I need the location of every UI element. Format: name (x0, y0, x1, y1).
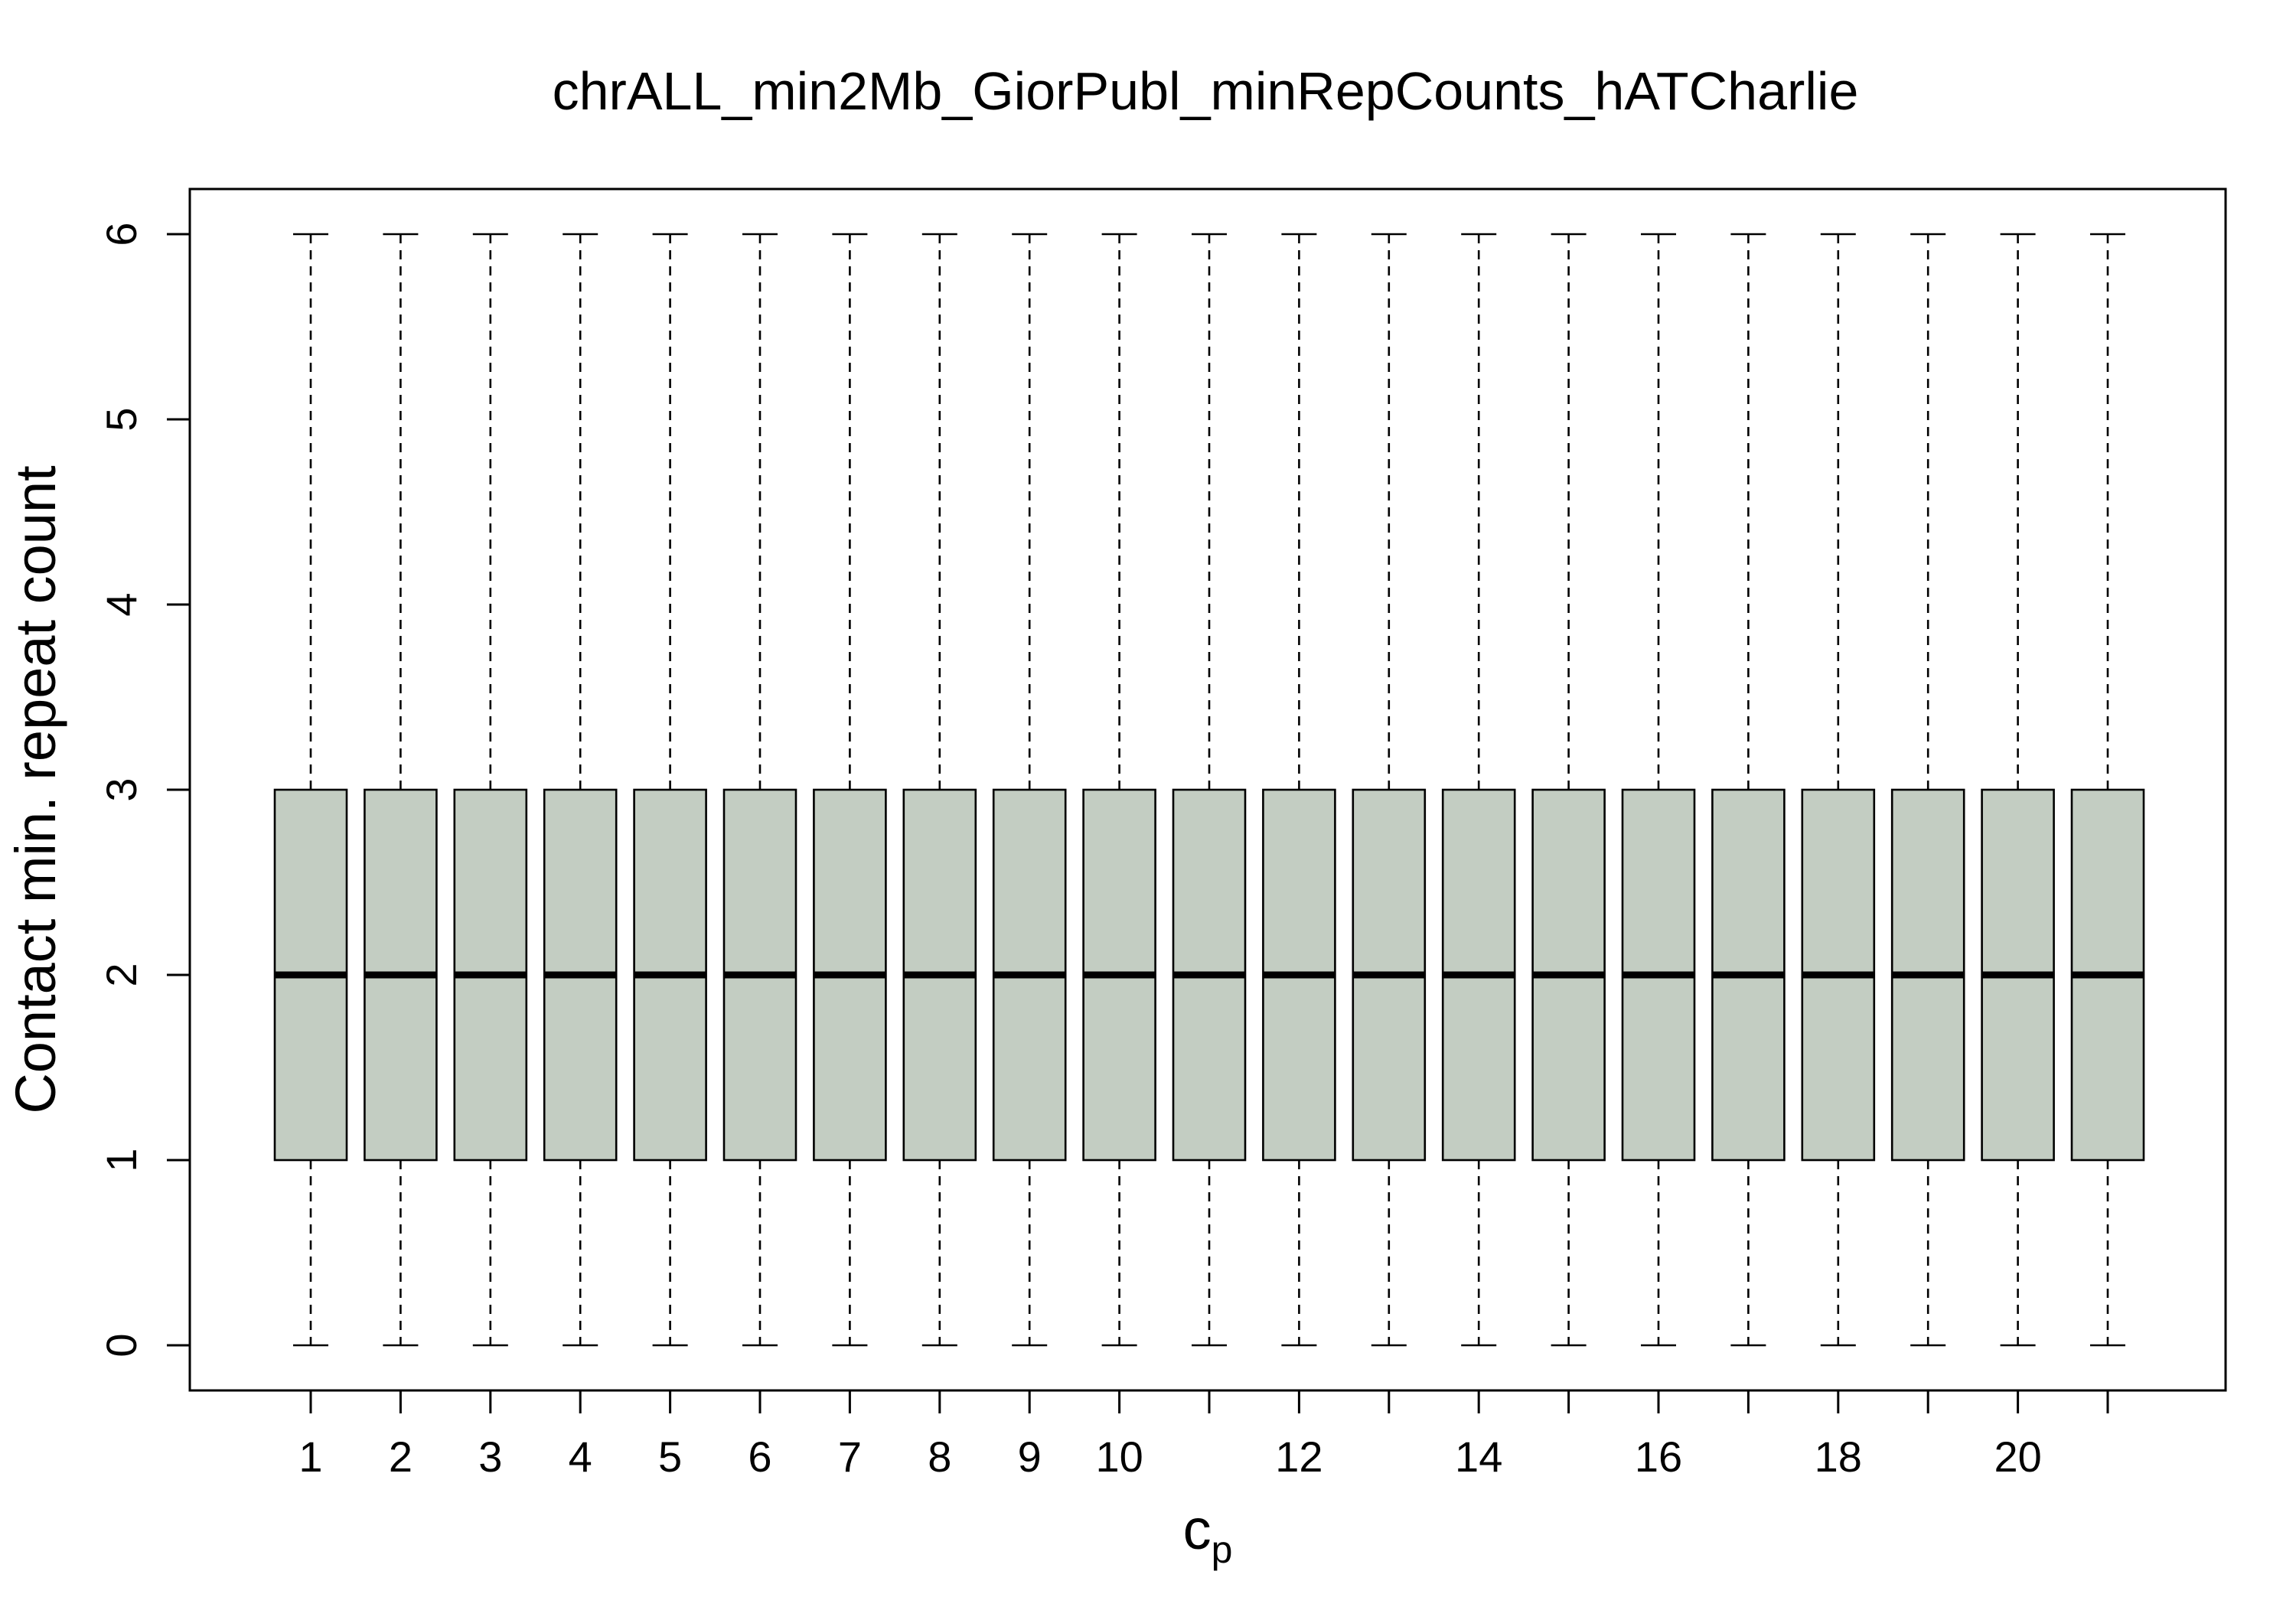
box-group (1082, 233, 1156, 1347)
box-group (2070, 233, 2145, 1347)
box-group (813, 233, 887, 1347)
box-group (1531, 233, 1606, 1347)
y-tick-label: 3 (97, 777, 145, 801)
box-group (1981, 233, 2055, 1347)
x-tick-label: 8 (928, 1433, 951, 1481)
x-tick-label: 20 (1994, 1433, 2041, 1481)
x-tick-label: 5 (658, 1433, 682, 1481)
box-group (992, 233, 1067, 1347)
box-group (364, 233, 438, 1347)
x-tick-label: 3 (478, 1433, 502, 1481)
x-tick-label: 10 (1095, 1433, 1143, 1481)
x-tick-label: 2 (389, 1433, 413, 1481)
x-axis: 1 2 3 4 5 6 7 8 9 10 12 14 16 18 20 (298, 1389, 2109, 1481)
x-tick-label: 16 (1635, 1433, 1682, 1481)
x-axis-label-main: c (1183, 1498, 1212, 1561)
y-tick-label: 4 (97, 592, 145, 616)
y-tick-label: 5 (97, 407, 145, 431)
y-tick-label: 0 (97, 1333, 145, 1357)
x-tick-label: 7 (838, 1433, 862, 1481)
chart-title: chrALL_min2Mb_GiorPubl_minRepCounts_hATC… (553, 61, 1859, 121)
box-group (1621, 233, 1696, 1347)
x-tick-label: 12 (1275, 1433, 1322, 1481)
x-axis-label-subscript: p (1212, 1528, 1233, 1571)
box-group (1890, 233, 1965, 1347)
y-tick-label: 1 (97, 1148, 145, 1172)
y-axis: 0 1 2 3 4 5 6 (97, 222, 191, 1358)
boxes-layer (273, 233, 2145, 1347)
box-group (1711, 233, 1786, 1347)
box-group (543, 233, 618, 1347)
y-axis-label: Contact min. repeat count (4, 465, 67, 1114)
y-tick-label: 6 (97, 222, 145, 246)
y-tick-label: 2 (97, 963, 145, 986)
box-group (1172, 233, 1247, 1347)
box-group (1801, 233, 1876, 1347)
x-tick-label: 14 (1455, 1433, 1502, 1481)
x-tick-label: 4 (569, 1433, 592, 1481)
box-group (273, 233, 348, 1347)
box-group (722, 233, 797, 1347)
x-axis-label: cp (1183, 1498, 1233, 1571)
x-tick-label: 18 (1815, 1433, 1862, 1481)
x-tick-label: 9 (1018, 1433, 1042, 1481)
box-group (453, 233, 528, 1347)
box-group (1352, 233, 1427, 1347)
x-tick-label: 6 (748, 1433, 771, 1481)
box-group (1441, 233, 1516, 1347)
box-group (902, 233, 977, 1347)
box-group (1262, 233, 1336, 1347)
box-group (633, 233, 707, 1347)
x-tick-label: 1 (298, 1433, 322, 1481)
